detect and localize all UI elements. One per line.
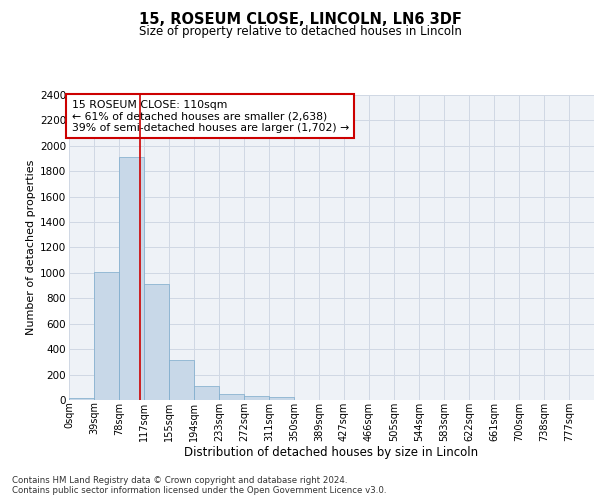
- Bar: [169, 360, 194, 400]
- Bar: [144, 284, 169, 400]
- Bar: [94, 272, 119, 400]
- X-axis label: Distribution of detached houses by size in Lincoln: Distribution of detached houses by size …: [184, 446, 479, 460]
- Bar: [219, 394, 244, 400]
- Bar: [244, 396, 269, 400]
- Bar: [119, 158, 144, 400]
- Text: 15, ROSEUM CLOSE, LINCOLN, LN6 3DF: 15, ROSEUM CLOSE, LINCOLN, LN6 3DF: [139, 12, 461, 28]
- Bar: [194, 386, 219, 400]
- Text: Size of property relative to detached houses in Lincoln: Size of property relative to detached ho…: [139, 25, 461, 38]
- Y-axis label: Number of detached properties: Number of detached properties: [26, 160, 36, 335]
- Bar: [269, 398, 294, 400]
- Text: 15 ROSEUM CLOSE: 110sqm
← 61% of detached houses are smaller (2,638)
39% of semi: 15 ROSEUM CLOSE: 110sqm ← 61% of detache…: [71, 100, 349, 133]
- Text: Contains HM Land Registry data © Crown copyright and database right 2024.
Contai: Contains HM Land Registry data © Crown c…: [12, 476, 386, 495]
- Bar: [69, 398, 94, 400]
